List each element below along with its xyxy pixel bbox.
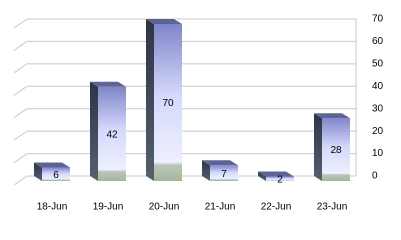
y-tick-label: 40 xyxy=(372,81,384,92)
data-label: 6 xyxy=(53,170,59,181)
bar xyxy=(98,86,126,181)
y-tick-label: 20 xyxy=(372,126,384,137)
grid-line xyxy=(13,63,28,74)
y-tick-label: 0 xyxy=(372,171,378,182)
grid-line xyxy=(13,175,28,186)
grid-line xyxy=(13,41,28,51)
y-tick-label: 60 xyxy=(372,36,384,47)
data-label: 42 xyxy=(106,130,118,141)
grid-line xyxy=(13,153,28,163)
chart: 0 10 20 30 40 50 60 70 18-Jun 6 19-Jun 42 20-Jun 70 21… xyxy=(13,14,384,213)
y-tick-label: 30 xyxy=(372,103,384,114)
bar-side xyxy=(34,162,42,181)
bar-top xyxy=(202,160,238,166)
bar-top xyxy=(314,113,350,119)
x-tick-label: 20-Jun xyxy=(149,202,180,213)
bar-side xyxy=(202,160,210,181)
bar-side xyxy=(146,19,154,181)
bar xyxy=(210,165,238,181)
x-tick-label: 21-Jun xyxy=(205,202,236,213)
grid-line xyxy=(13,130,28,141)
data-label: 28 xyxy=(330,145,342,156)
bar-top xyxy=(258,171,294,177)
bar xyxy=(42,167,70,181)
x-tick-label: 19-Jun xyxy=(93,202,124,213)
y-tick-label: 70 xyxy=(372,14,384,25)
bar-top xyxy=(90,81,126,87)
bar xyxy=(154,24,182,181)
grid-line xyxy=(13,85,28,96)
grid-line xyxy=(13,108,28,119)
x-tick-label: 18-Jun xyxy=(37,202,68,213)
bar xyxy=(322,118,350,181)
y-tick-label: 50 xyxy=(372,58,384,69)
bar-top xyxy=(34,162,70,168)
data-label: 7 xyxy=(221,169,227,180)
data-label: 2 xyxy=(277,174,283,185)
bar xyxy=(266,176,294,181)
bar-side xyxy=(314,113,322,181)
y-tick-label: 10 xyxy=(372,148,384,159)
bar-side xyxy=(258,171,266,181)
data-label: 70 xyxy=(162,98,174,109)
grid-line xyxy=(13,18,28,29)
bar-side xyxy=(90,81,98,181)
bar-top xyxy=(146,19,182,24)
x-tick-label: 22-Jun xyxy=(261,202,292,213)
x-tick-label: 23-Jun xyxy=(317,202,348,213)
